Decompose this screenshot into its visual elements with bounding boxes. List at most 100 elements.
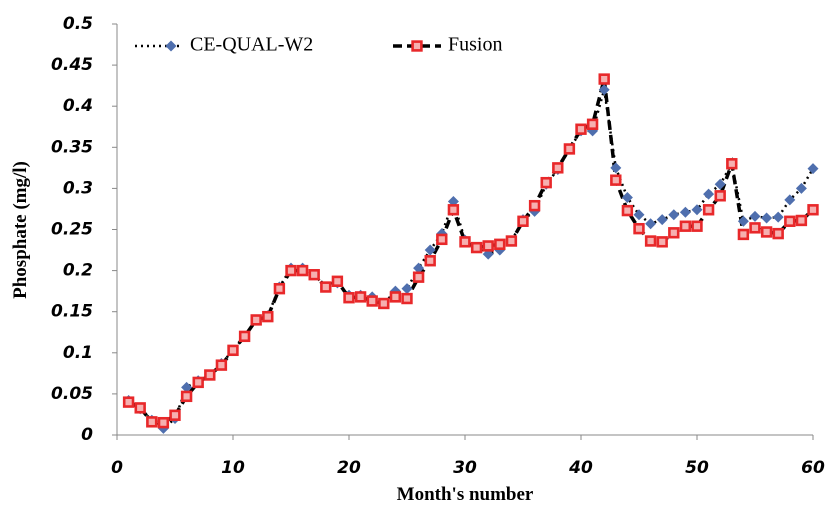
marker-square: [215, 359, 228, 371]
x-axis-title: Month's number: [397, 484, 534, 505]
marker-square: [563, 143, 576, 155]
marker-square: [285, 264, 297, 277]
x-tick-label: 20: [337, 458, 361, 478]
marker-square: [157, 416, 170, 429]
marker-square: [702, 204, 715, 216]
marker-square: [726, 158, 738, 170]
marker-diamond: [165, 40, 177, 52]
x-tick-label: 60: [801, 458, 825, 478]
x-tick-label: 0: [111, 458, 123, 478]
marker-square: [250, 314, 262, 326]
y-tick-label: 0.45: [51, 55, 93, 75]
marker-square: [749, 222, 761, 234]
marker-diamond: [691, 204, 703, 216]
y-tick-label: 0.05: [51, 384, 93, 404]
legend-label: CE-QUAL-W2: [190, 34, 313, 56]
marker-diamond: [413, 262, 425, 274]
marker-square: [447, 204, 460, 216]
marker-square: [411, 40, 423, 52]
marker-square: [552, 162, 564, 174]
x-tick-label: 40: [568, 458, 593, 478]
marker-square: [308, 269, 320, 281]
y-tick-label: 0.35: [51, 137, 93, 157]
y-tick-label: 0.15: [51, 302, 93, 322]
y-tick-label: 0.1: [63, 343, 93, 363]
marker-square: [378, 297, 390, 310]
y-tick-label: 0.5: [63, 14, 93, 34]
marker-square: [146, 416, 158, 428]
marker-square: [227, 344, 239, 357]
marker-square: [737, 228, 750, 241]
marker-diamond: [621, 191, 633, 203]
marker-diamond: [784, 194, 796, 206]
marker-diamond: [714, 178, 726, 190]
marker-square: [169, 409, 181, 421]
marker-diamond: [181, 381, 193, 393]
marker-square: [331, 275, 344, 287]
marker-square: [517, 215, 529, 227]
marker-diamond: [772, 211, 784, 223]
marker-diamond: [645, 218, 657, 230]
series-line: [127, 78, 815, 425]
marker-square: [621, 204, 634, 217]
series-line: [127, 89, 815, 431]
x-tick-label: 10: [221, 458, 245, 478]
marker-square: [807, 204, 819, 216]
marker-diamond: [679, 206, 691, 218]
marker-square: [795, 214, 808, 227]
marker-square: [424, 255, 436, 267]
marker-square: [633, 222, 645, 235]
marker-square: [656, 236, 668, 248]
marker-square: [296, 264, 309, 277]
marker-square: [586, 118, 599, 130]
marker-diamond: [737, 215, 749, 227]
marker-square: [134, 402, 146, 414]
marker-square: [366, 295, 378, 307]
marker-square: [610, 174, 622, 186]
y-tick-label: 0.3: [63, 178, 93, 198]
marker-square: [354, 291, 367, 303]
marker-diamond: [668, 209, 680, 221]
y-axis-title: Phosphate (mg/l): [10, 161, 31, 299]
marker-square: [714, 190, 726, 202]
marker-square: [598, 73, 610, 85]
marker-square: [494, 238, 506, 250]
marker-square: [320, 281, 332, 293]
marker-diamond: [807, 163, 819, 175]
marker-square: [540, 176, 552, 189]
marker-square: [528, 199, 541, 212]
marker-square: [668, 227, 680, 239]
x-tick-label: 50: [685, 458, 709, 478]
marker-square: [389, 291, 402, 303]
marker-square: [482, 240, 494, 252]
marker-square: [459, 236, 471, 248]
y-tick-label: 0: [81, 425, 93, 445]
marker-square: [505, 235, 518, 247]
y-tick-label: 0.25: [51, 220, 93, 240]
x-tick-label: 30: [453, 458, 477, 478]
marker-square: [679, 220, 692, 232]
marker-square: [204, 369, 216, 381]
marker-square: [575, 123, 587, 135]
marker-square: [691, 220, 703, 232]
marker-diamond: [401, 283, 413, 295]
marker-square: [772, 227, 784, 240]
marker-square: [343, 292, 355, 304]
y-tick-label: 0.4: [63, 96, 93, 116]
marker-square: [412, 271, 425, 283]
marker-square: [470, 241, 483, 254]
marker-square: [436, 233, 448, 246]
marker-square: [238, 330, 251, 343]
marker-diamond: [633, 209, 645, 221]
marker-diamond: [656, 214, 668, 226]
marker-diamond: [598, 84, 610, 96]
marker-square: [192, 376, 204, 389]
marker-diamond: [424, 244, 436, 256]
y-tick-label: 0.2: [63, 261, 93, 281]
marker-square: [122, 396, 135, 408]
marker-square: [644, 235, 657, 247]
marker-square: [273, 282, 286, 295]
marker-square: [180, 390, 193, 403]
marker-diamond: [761, 212, 773, 224]
